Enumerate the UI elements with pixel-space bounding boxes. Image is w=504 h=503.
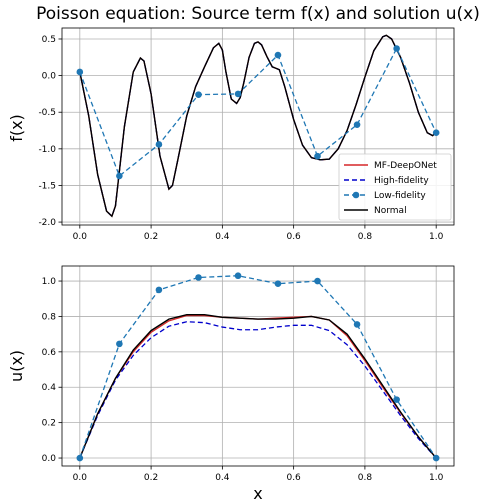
bottom-y-tick-label: 0.6 <box>42 348 57 358</box>
top-x-tick-label: 0.8 <box>358 232 373 242</box>
bottom-x-tick-label: 0.6 <box>286 473 301 483</box>
top-low-fidelity-point <box>354 121 361 128</box>
bottom-chart-u: 0.0 0.2 0.4 0.6 0.8 1.0 1.0 0.8 0.6 0.4 0.2 0.0 <box>42 266 454 483</box>
legend-label: Normal <box>374 206 407 216</box>
top-y-tick-label: -1.5 <box>38 181 56 191</box>
bottom-low-fidelity-point <box>393 396 400 403</box>
bottom-x-tick-label: 0.8 <box>358 473 373 483</box>
bottom-low-fidelity-point <box>195 274 202 281</box>
bottom-low-fidelity-point <box>275 280 282 287</box>
bottom-y-tick-label: 0.4 <box>42 383 57 393</box>
top-low-fidelity-point <box>433 129 440 136</box>
top-x-tick-label: 1.0 <box>429 232 444 242</box>
top-low-fidelity-point <box>116 173 123 180</box>
top-x-tick-label: 0.6 <box>286 232 301 242</box>
legend-marker <box>353 192 360 199</box>
legend-label: MF-DeepONet <box>374 161 437 171</box>
bottom-y-tick-label: 1.0 <box>42 277 57 287</box>
legend-label: High-fidelity <box>374 176 429 186</box>
bottom-x-tick-label: 1.0 <box>429 473 444 483</box>
bottom-y-tick-label: 0.2 <box>42 419 56 429</box>
top-y-tick-label: -1.0 <box>38 145 56 155</box>
top-y-tick-label: 0.5 <box>42 35 56 45</box>
top-y-tick-label: -2.0 <box>38 218 56 228</box>
top-x-tick-label: 0.4 <box>215 232 230 242</box>
top-x-tick-label: 0.0 <box>73 232 88 242</box>
bottom-y-tick-label: 0.0 <box>42 454 57 464</box>
top-low-fidelity-point <box>393 45 400 52</box>
bottom-y-tick-label: 0.8 <box>42 312 57 322</box>
bottom-low-fidelity-point <box>433 455 440 462</box>
top-low-fidelity-point <box>77 69 84 76</box>
top-x-tick-label: 0.2 <box>144 232 158 242</box>
legend-label: Low-fidelity <box>374 191 426 201</box>
bottom-x-axis-label: x <box>253 484 262 503</box>
bottom-low-fidelity-point <box>116 341 123 348</box>
bottom-y-axis-label: u(x) <box>7 350 26 382</box>
bottom-low-fidelity-point <box>354 321 361 328</box>
bottom-low-fidelity-point <box>77 455 84 462</box>
bottom-low-fidelity-point <box>156 287 163 294</box>
bottom-plot-area <box>62 266 454 466</box>
legend: MF-DeepONet High-fidelity Low-fidelity Norm… <box>339 154 451 220</box>
top-y-axis-label: f(x) <box>7 114 26 142</box>
top-low-fidelity-point <box>156 141 163 148</box>
top-y-tick-label: -0.5 <box>38 108 56 118</box>
bottom-x-tick-label: 0.4 <box>215 473 230 483</box>
top-y-tick-label: 0.0 <box>42 72 57 82</box>
top-chart-f: 0.0 0.2 0.4 0.6 0.8 1.0 0.5 0.0 -0.5 -1.0 -1.5 -2.0… <box>38 28 454 242</box>
top-low-fidelity-point <box>235 91 242 98</box>
top-low-fidelity-point <box>275 52 282 59</box>
bottom-low-fidelity-point <box>235 272 242 279</box>
top-low-fidelity-point <box>195 91 202 98</box>
bottom-x-tick-label: 0.2 <box>144 473 158 483</box>
bottom-low-fidelity-point <box>314 278 321 285</box>
figure-title: Poisson equation: Source term f(x) and s… <box>36 4 480 24</box>
bottom-x-tick-label: 0.0 <box>73 473 88 483</box>
top-low-fidelity-point <box>314 153 321 160</box>
